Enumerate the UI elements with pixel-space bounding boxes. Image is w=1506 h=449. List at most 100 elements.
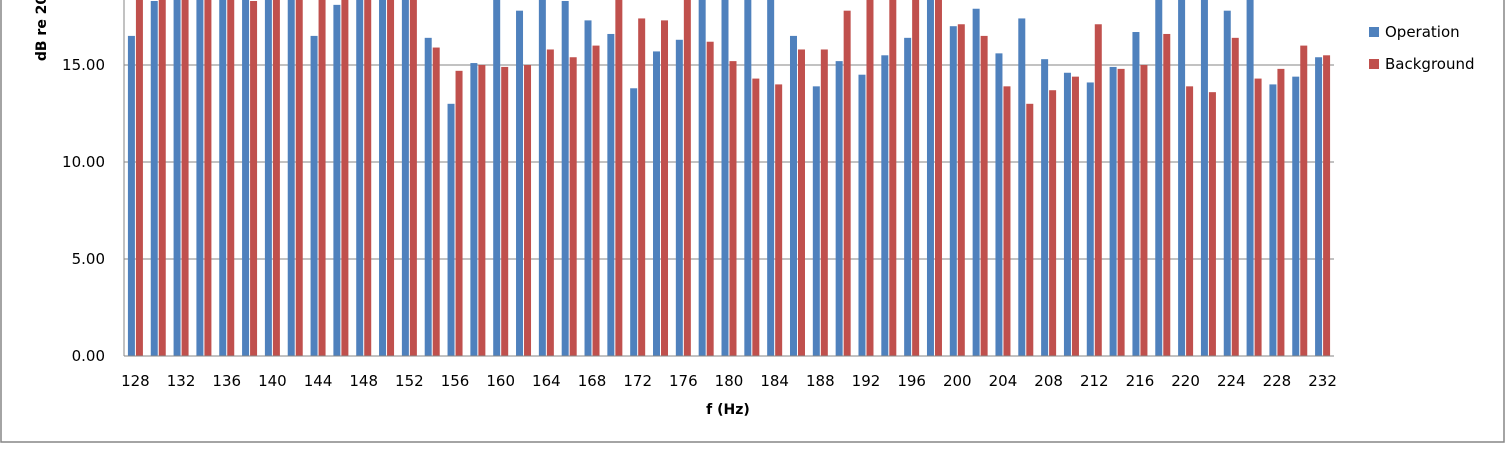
x-tick-label: 200 (943, 372, 972, 390)
x-tick-label: 136 (212, 372, 241, 390)
x-tick-label: 184 (760, 372, 789, 390)
x-tick-label: 196 (897, 372, 926, 390)
x-tick-label: 204 (989, 372, 1018, 390)
bar-operation-228 (1269, 84, 1277, 357)
bar-background-218 (1163, 33, 1171, 357)
bar-background-138 (250, 0, 258, 356)
bar-background-190 (843, 10, 851, 357)
bar-operation-206 (1018, 18, 1026, 356)
x-tick-label: 216 (1126, 372, 1155, 390)
bar-background-168 (592, 45, 600, 356)
x-tick-label: 168 (578, 372, 607, 390)
bar-background-164 (546, 49, 554, 356)
x-tick-label: 164 (532, 372, 561, 390)
x-tick-label: 140 (258, 372, 287, 390)
bar-operation-196 (904, 37, 912, 357)
x-tick-label: 232 (1308, 372, 1337, 390)
bar-background-206 (1026, 103, 1034, 356)
bar-operation-180 (721, 0, 729, 356)
x-tick-label: 220 (1171, 372, 1200, 390)
legend-swatch-background (1369, 59, 1379, 69)
bar-operation-218 (1155, 0, 1163, 356)
bar-background-146 (341, 0, 349, 356)
legend-item-background[interactable]: Background (1369, 55, 1475, 73)
bar-background-184 (775, 84, 783, 357)
x-tick-label: 144 (304, 372, 333, 390)
y-tick-labels: 0.00 5.00 10.00 15.00 (62, 56, 105, 365)
bar-operation-170 (607, 33, 615, 357)
x-tick-label: 148 (349, 372, 378, 390)
bar-operation-204 (995, 53, 1003, 357)
bar-background-226 (1254, 78, 1262, 356)
bar-background-170 (615, 0, 623, 356)
bar-background-214 (1117, 68, 1125, 356)
x-tick-label: 188 (806, 372, 835, 390)
bar-background-216 (1140, 65, 1148, 356)
x-tick-label: 180 (715, 372, 744, 390)
bar-background-192 (866, 0, 874, 356)
bar-operation-224 (1223, 10, 1231, 357)
x-tick-label: 172 (623, 372, 652, 390)
bar-operation-146 (333, 4, 341, 357)
bar-operation-214 (1109, 66, 1117, 356)
x-tick-label: 152 (395, 372, 424, 390)
bar-background-176 (683, 0, 691, 356)
bar-background-156 (455, 70, 463, 356)
bar-operation-138 (242, 0, 250, 356)
x-tick-label: 132 (167, 372, 196, 390)
bar-operation-176 (675, 39, 683, 356)
x-tick-label: 208 (1034, 372, 1063, 390)
bar-background-172 (638, 18, 646, 356)
legend-swatch-operation (1369, 27, 1379, 37)
legend-item-operation[interactable]: Operation (1369, 23, 1460, 41)
bar-background-188 (820, 49, 828, 356)
bar-operation-226 (1246, 0, 1254, 356)
bar-operation-178 (698, 0, 706, 356)
bar-operation-132 (173, 0, 181, 356)
x-tick-label: 228 (1263, 372, 1292, 390)
bar-operation-150 (379, 0, 387, 356)
x-tick-label: 192 (852, 372, 881, 390)
bar-background-212 (1094, 24, 1102, 356)
bar-operation-182 (744, 0, 752, 356)
bar-operation-198 (926, 0, 934, 356)
bar-operation-212 (1086, 82, 1094, 357)
bar-operation-168 (584, 20, 592, 356)
bar-operation-154 (424, 37, 432, 357)
bar-operation-210 (1063, 72, 1071, 356)
bar-operation-162 (516, 10, 524, 357)
bar-background-228 (1277, 68, 1285, 356)
bar-operation-166 (561, 0, 569, 356)
legend-label-background: Background (1385, 55, 1475, 73)
legend-label-operation: Operation (1385, 23, 1460, 41)
bar-operation-216 (1132, 32, 1140, 357)
bar-background-150 (387, 0, 395, 356)
bar-operation-164 (538, 0, 546, 356)
bar-operation-232 (1315, 57, 1323, 357)
bar-background-158 (478, 65, 486, 356)
bar-background-232 (1323, 55, 1331, 357)
bar-background-224 (1231, 37, 1239, 357)
bar-background-128 (135, 0, 143, 356)
bar-background-196 (912, 0, 920, 356)
bar-operation-142 (287, 0, 295, 356)
bar-operation-194 (881, 55, 889, 357)
bar-operation-200 (949, 26, 957, 356)
bar-background-178 (706, 41, 714, 356)
y-tick-label: 15.00 (62, 56, 105, 74)
gridlines (124, 64, 1334, 260)
bar-operation-186 (789, 35, 797, 357)
bar-operation-156 (447, 103, 455, 356)
bar-background-144 (318, 0, 326, 356)
bar-operation-220 (1178, 0, 1186, 356)
bar-operation-152 (401, 0, 409, 356)
bar-operation-130 (150, 0, 158, 356)
legend: Operation Background (1369, 23, 1475, 73)
y-tick-label: 10.00 (62, 153, 105, 171)
x-tick-labels: 128 132 136 140 144 148 152 156 160 164 168 172 176 1… (121, 372, 1337, 390)
bar-background-148 (364, 0, 372, 356)
bar-operation-174 (653, 51, 661, 357)
